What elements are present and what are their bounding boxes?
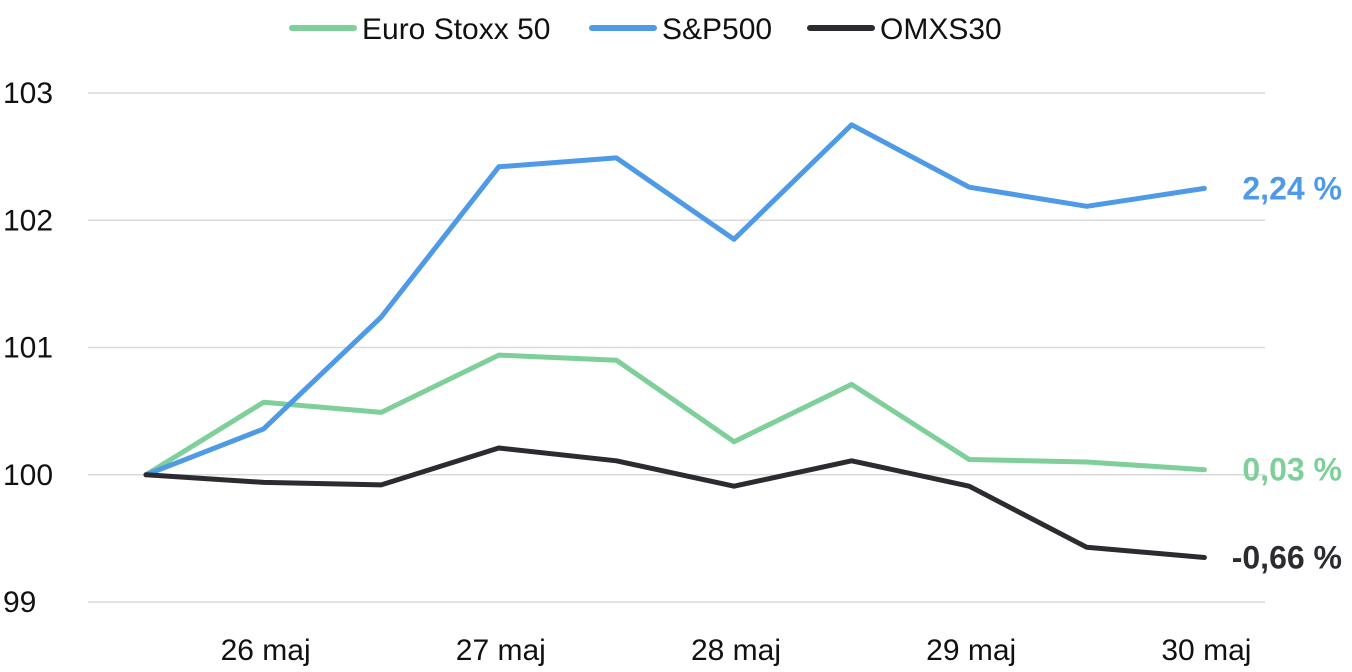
y-tick-label: 101 [3,332,53,365]
y-tick-label: 99 [3,586,36,619]
end-value-label: 0,03 % [1242,452,1342,488]
y-axis-ticks: 99 100 101 102 103 [3,77,53,619]
series-line-euro-stoxx-50 [143,352,1207,478]
x-tick-label: 28 maj [691,634,781,667]
x-tick-label: 29 maj [926,634,1016,667]
y-tick-label: 103 [3,77,53,110]
end-labels: 0,03 % 2,24 % -0,66 % [1232,170,1342,575]
x-axis-ticks: 26 maj 27 maj 28 maj 29 maj 30 maj [221,634,1252,667]
end-value-label: -0,66 % [1232,539,1342,575]
y-tick-label: 102 [3,204,53,237]
x-tick-label: 27 maj [456,634,546,667]
series-lines [143,122,1207,560]
gridlines [88,92,1265,603]
end-value-label: 2,24 % [1242,170,1342,206]
legend-label: S&P500 [662,13,772,46]
legend-label: OMXS30 [880,13,1002,46]
x-tick-label: 26 maj [221,634,311,667]
legend: Euro Stoxx 50 S&P500 OMXS30 [289,13,1002,46]
legend-label: Euro Stoxx 50 [362,13,550,46]
series-line-omxs30 [143,445,1207,560]
x-tick-label: 30 maj [1161,634,1251,667]
series-line-s-p500 [143,122,1207,478]
y-tick-label: 100 [3,459,53,492]
